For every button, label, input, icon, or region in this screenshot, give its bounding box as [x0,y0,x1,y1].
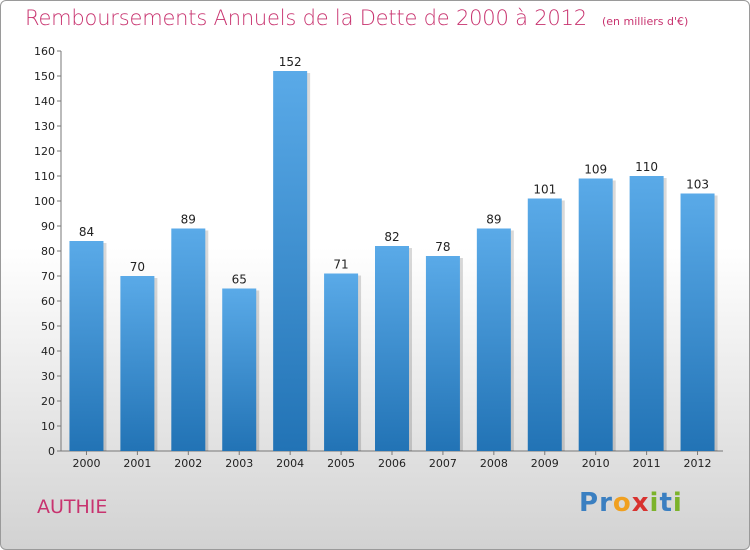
x-tick-label: 2002 [174,457,202,470]
bar [324,273,359,451]
y-tick-label: 40 [41,345,55,358]
city-name: AUTHIE [37,496,108,518]
bar-value-label: 101 [533,183,556,197]
logo-letter: t [659,488,673,518]
x-tick-label: 2001 [123,457,151,470]
y-tick-label: 120 [34,145,55,158]
y-tick-label: 60 [41,295,55,308]
logo-letter: x [631,488,650,518]
x-tick-label: 2005 [327,457,355,470]
bar [273,71,308,451]
bar-value-label: 103 [686,178,709,192]
bar-value-label: 71 [333,258,348,272]
y-tick-label: 50 [41,320,55,333]
x-tick-label: 2010 [582,457,610,470]
y-tick-label: 110 [34,170,55,183]
logo-letter: r [599,488,613,518]
y-tick-label: 130 [34,120,55,133]
y-tick-label: 90 [41,220,55,233]
bar [222,288,257,451]
bar [425,256,460,451]
x-tick-label: 2000 [72,457,100,470]
bar [680,193,715,451]
bar-value-label: 109 [584,163,607,177]
x-tick-label: 2008 [480,457,508,470]
bar-value-label: 78 [435,240,450,254]
bar-value-label: 84 [79,225,94,239]
logo-letter: i [672,488,683,518]
x-tick-label: 2003 [225,457,253,470]
bar [476,228,511,451]
bar [578,178,613,451]
y-tick-label: 20 [41,395,55,408]
x-tick-label: 2009 [531,457,559,470]
bar [69,241,104,451]
proxiti-logo: Proxiti [579,488,683,518]
y-tick-label: 10 [41,420,55,433]
y-tick-label: 70 [41,270,55,283]
y-tick-label: 160 [34,45,55,58]
title-row: Remboursements Annuels de la Dette de 20… [25,6,688,30]
logo-letter: o [612,488,632,518]
bar-value-label: 89 [486,213,501,227]
chart-subtitle: (en milliers d'€) [602,15,689,28]
bar-value-label: 110 [635,160,658,174]
x-tick-label: 2011 [633,457,661,470]
y-tick-label: 0 [48,445,55,458]
x-tick-label: 2012 [684,457,712,470]
y-tick-label: 140 [34,95,55,108]
bar [375,246,409,451]
bar-value-label: 89 [181,213,196,227]
bar-value-label: 70 [130,260,145,274]
bar [629,176,664,451]
logo-letter: P [579,488,600,518]
x-tick-label: 2007 [429,457,457,470]
y-tick-label: 100 [34,195,55,208]
bar [171,228,206,451]
x-tick-label: 2004 [276,457,304,470]
bar-value-label: 82 [384,230,399,244]
x-tick-label: 2006 [378,457,406,470]
bar [527,198,562,451]
y-tick-label: 80 [41,245,55,258]
bar-value-label: 65 [232,273,247,287]
chart-title: Remboursements Annuels de la Dette de 20… [25,6,587,30]
logo-letter: i [649,488,660,518]
bar-value-label: 152 [279,55,302,69]
y-tick-label: 30 [41,370,55,383]
bar [120,276,155,451]
y-tick-label: 150 [34,70,55,83]
